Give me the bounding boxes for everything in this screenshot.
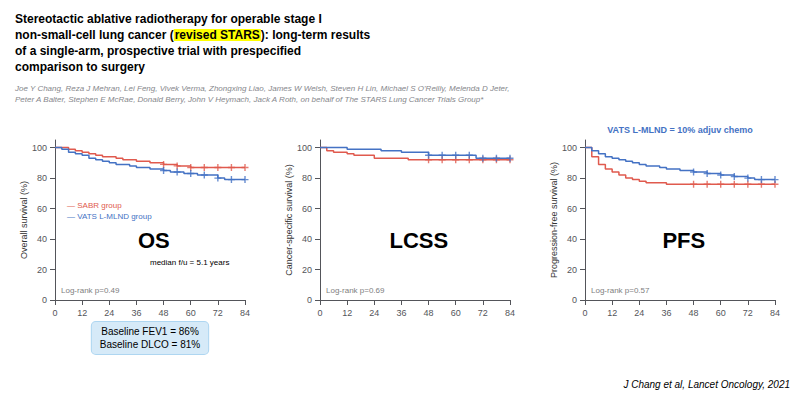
- svg-text:60: 60: [37, 204, 47, 214]
- svg-text:of a single-arm, prospective t: of a single-arm, prospective trial with …: [15, 44, 301, 58]
- svg-text:84: 84: [505, 308, 515, 318]
- svg-text:36: 36: [396, 308, 406, 318]
- svg-text:): long-term results: ): long-term results: [261, 28, 371, 42]
- svg-text:J Chang et al, Lancet Oncology: J Chang et al, Lancet Oncology, 2021: [622, 379, 790, 390]
- svg-text:24: 24: [369, 308, 379, 318]
- svg-text:0: 0: [317, 308, 322, 318]
- svg-text:48: 48: [689, 308, 699, 318]
- svg-text:60: 60: [186, 308, 196, 318]
- svg-text:Peter A Balter, Stephen E McRa: Peter A Balter, Stephen E McRae, Donald …: [15, 95, 484, 104]
- svg-text:Joe Y Chang, Reza J Mehran, Le: Joe Y Chang, Reza J Mehran, Lei Feng, Vi…: [14, 84, 510, 93]
- svg-text:Overall survival (%): Overall survival (%): [19, 181, 29, 259]
- svg-text:60: 60: [567, 204, 577, 214]
- svg-text:— VATS L-MLND group: — VATS L-MLND group: [67, 212, 152, 221]
- svg-text:20: 20: [37, 265, 47, 275]
- svg-text:0: 0: [42, 295, 47, 305]
- svg-text:60: 60: [302, 204, 312, 214]
- svg-text:20: 20: [567, 265, 577, 275]
- svg-text:24: 24: [104, 308, 114, 318]
- svg-text:Baseline DLCO = 81%: Baseline DLCO = 81%: [100, 339, 200, 350]
- svg-text:40: 40: [37, 234, 47, 244]
- svg-text:PFS: PFS: [662, 228, 705, 253]
- svg-text:median f/u = 5.1 years: median f/u = 5.1 years: [150, 258, 229, 267]
- svg-text:24: 24: [634, 308, 644, 318]
- svg-text:Log-rank p=0.49: Log-rank p=0.49: [61, 286, 120, 295]
- svg-text:OS: OS: [138, 228, 170, 253]
- svg-text:12: 12: [607, 308, 617, 318]
- svg-text:60: 60: [716, 308, 726, 318]
- svg-text:100: 100: [32, 143, 47, 153]
- svg-text:48: 48: [424, 308, 434, 318]
- svg-text:0: 0: [572, 295, 577, 305]
- svg-text:Baseline FEV1 = 86%: Baseline FEV1 = 86%: [101, 326, 199, 337]
- svg-text:48: 48: [159, 308, 169, 318]
- svg-text:12: 12: [77, 308, 87, 318]
- svg-text:Stereotactic ablative radiothe: Stereotactic ablative radiotherapy for o…: [15, 12, 322, 26]
- svg-text:40: 40: [302, 234, 312, 244]
- svg-text:72: 72: [743, 308, 753, 318]
- svg-text:0: 0: [52, 308, 57, 318]
- svg-text:— SABR group: — SABR group: [67, 201, 122, 210]
- svg-text:VATS L-MLND = 10% adjuv chemo: VATS L-MLND = 10% adjuv chemo: [607, 125, 753, 135]
- svg-text:Progression-free survival (%): Progression-free survival (%): [549, 162, 559, 278]
- svg-text:36: 36: [131, 308, 141, 318]
- svg-text:0: 0: [582, 308, 587, 318]
- svg-text:100: 100: [562, 143, 577, 153]
- svg-text:12: 12: [342, 308, 352, 318]
- svg-text:80: 80: [302, 173, 312, 183]
- svg-text:80: 80: [567, 173, 577, 183]
- svg-text:non-small-cell lung cancer (: non-small-cell lung cancer (: [15, 28, 174, 42]
- svg-text:revised STARS: revised STARS: [175, 28, 260, 42]
- svg-text:40: 40: [567, 234, 577, 244]
- svg-text:84: 84: [240, 308, 250, 318]
- svg-text:100: 100: [297, 143, 312, 153]
- svg-text:72: 72: [213, 308, 223, 318]
- svg-text:LCSS: LCSS: [389, 228, 448, 253]
- svg-text:84: 84: [770, 308, 780, 318]
- svg-text:72: 72: [478, 308, 488, 318]
- svg-text:Log-rank p=0.69: Log-rank p=0.69: [326, 286, 385, 295]
- svg-text:Log-rank p=0.57: Log-rank p=0.57: [591, 286, 650, 295]
- svg-text:80: 80: [37, 173, 47, 183]
- svg-text:20: 20: [302, 265, 312, 275]
- svg-text:Cancer-specific survival (%): Cancer-specific survival (%): [284, 164, 294, 276]
- svg-text:comparison to surgery: comparison to surgery: [15, 60, 145, 74]
- svg-text:36: 36: [661, 308, 671, 318]
- svg-text:60: 60: [451, 308, 461, 318]
- svg-text:0: 0: [307, 295, 312, 305]
